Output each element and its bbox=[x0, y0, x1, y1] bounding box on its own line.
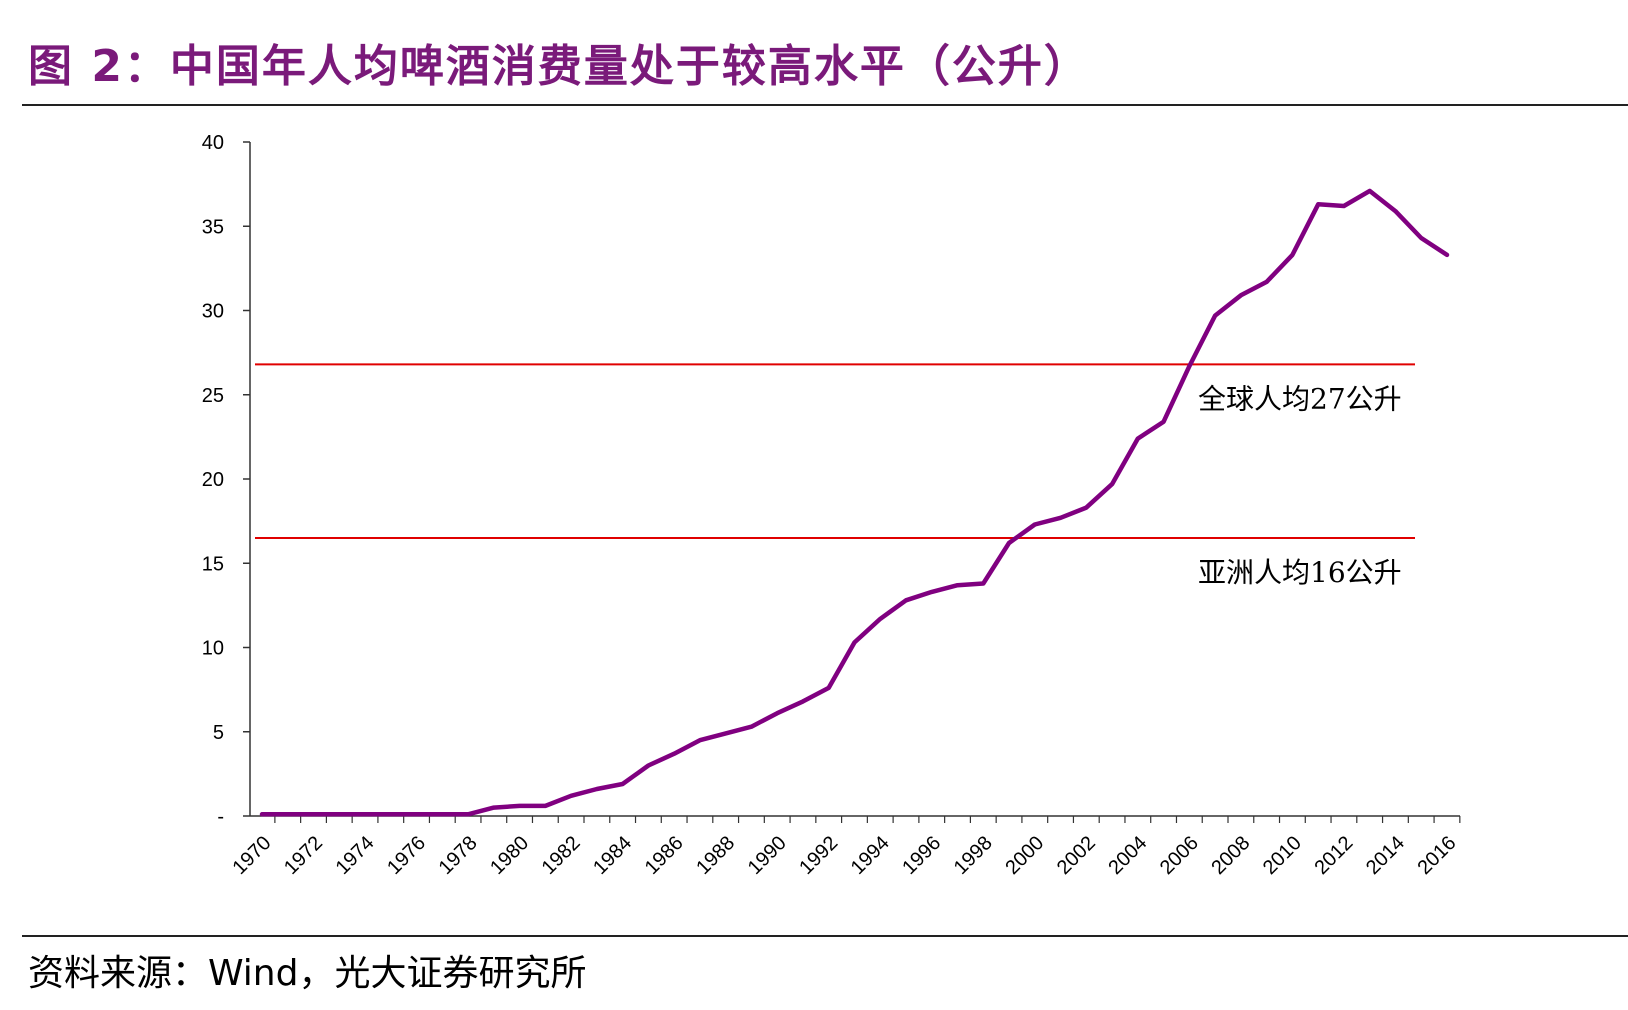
x-tick-label: 1972 bbox=[280, 832, 327, 879]
x-tick-label: 1976 bbox=[383, 832, 430, 879]
series-group bbox=[259, 188, 1450, 817]
source-note: 资料来源：Wind，光大证券研究所 bbox=[28, 953, 587, 994]
y-tick-label: 30 bbox=[202, 301, 224, 323]
y-tick-label: - bbox=[217, 806, 224, 828]
x-tick-label: 1980 bbox=[486, 832, 533, 879]
y-tick-label: 40 bbox=[202, 132, 224, 154]
y-tick-label: 10 bbox=[202, 638, 224, 660]
x-tick-label: 1978 bbox=[435, 832, 482, 879]
x-tick-label: 2010 bbox=[1259, 832, 1306, 879]
x-tick-label: 2014 bbox=[1362, 832, 1409, 879]
x-tick-label: 1998 bbox=[950, 832, 997, 879]
x-tick-label: 1996 bbox=[898, 832, 945, 879]
reference-line-label: 亚洲人均16公升 bbox=[1198, 556, 1402, 589]
x-tick-label: 2004 bbox=[1104, 832, 1151, 879]
x-tick-label: 2008 bbox=[1207, 832, 1254, 879]
reference-line-label: 全球人均27公升 bbox=[1198, 382, 1402, 415]
series-line bbox=[259, 188, 1450, 817]
x-tick-label: 1970 bbox=[229, 832, 276, 879]
y-tick-label: 25 bbox=[202, 385, 224, 407]
x-tick-label: 1982 bbox=[538, 832, 585, 879]
x-tick-label: 1994 bbox=[847, 832, 894, 879]
x-tick-label: 2016 bbox=[1413, 832, 1460, 879]
y-tick-label: 35 bbox=[202, 216, 224, 238]
x-tick-label: 1986 bbox=[641, 832, 688, 879]
x-axis: 1970 1972 1974 1976 1978 1980 1982 1984 1986 1988… bbox=[229, 815, 1460, 879]
y-tick-label: 20 bbox=[202, 469, 224, 491]
x-tick-label: 1990 bbox=[744, 832, 791, 879]
x-tick-label: 2006 bbox=[1156, 832, 1203, 879]
x-tick-label: 2012 bbox=[1310, 832, 1357, 879]
title-divider bbox=[22, 104, 1628, 106]
x-tick-label: 1974 bbox=[332, 832, 379, 879]
x-tick-label: 1984 bbox=[589, 832, 636, 879]
x-tick-label: 1988 bbox=[692, 832, 739, 879]
x-tick-label: 2002 bbox=[1053, 832, 1100, 879]
chart-title: 图 2：中国年人均啤酒消费量处于较高水平（公升） bbox=[28, 41, 1090, 92]
x-tick-label: 1992 bbox=[795, 832, 842, 879]
y-tick-label: 5 bbox=[213, 722, 224, 744]
x-tick-label: 2000 bbox=[1001, 832, 1048, 879]
source-divider bbox=[22, 935, 1628, 937]
y-axis: - 5 10 15 20 25 30 35 40 bbox=[202, 132, 251, 828]
y-tick-label: 15 bbox=[202, 553, 224, 575]
